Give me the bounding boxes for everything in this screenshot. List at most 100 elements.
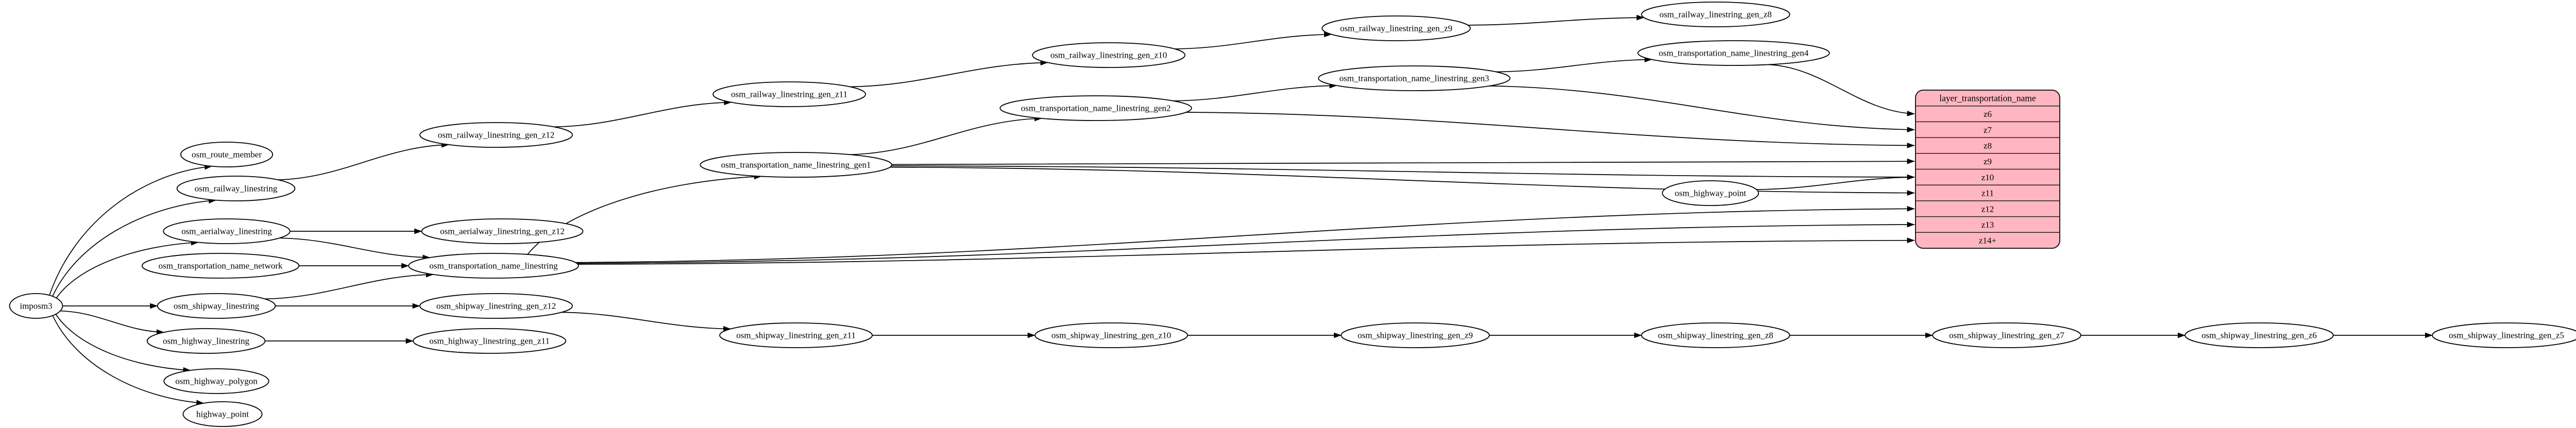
edge-osm_railway_linestring-to-osm_railway_linestring_gen_z12 xyxy=(278,142,449,181)
edge-osm_transportation_name_linestring_gen3-to-osm_transportation_name_linestring_gen4 xyxy=(1496,57,1653,73)
node-shape xyxy=(1662,180,1759,206)
edge-imposm3-to-osm_railway_linestring xyxy=(52,198,217,297)
node-label: imposm3 xyxy=(20,301,52,311)
node-label: osm_railway_linestring_gen_z10 xyxy=(1050,50,1167,60)
edge-osm_railway_linestring_gen_z10-to-osm_railway_linestring_gen_z9 xyxy=(1175,31,1332,49)
edge-osm_railway_linestring_gen_z12-to-osm_railway_linestring_gen_z11 xyxy=(554,99,732,128)
nodes-layer: imposm3 osm_route_member osm_railway_lines… xyxy=(9,2,2576,427)
node-osm_highway_linestring: osm_highway_linestring xyxy=(146,328,266,354)
edge-osm_transportation_name_linestring_gen3-to-table:z7 xyxy=(1489,85,1915,132)
node-osm_railway_linestring_gen_z11: osm_railway_linestring_gen_z11 xyxy=(713,81,866,107)
table-row-z9: z9 xyxy=(1984,157,1992,166)
table-row-z11: z11 xyxy=(1981,189,1994,198)
node-shape xyxy=(2432,322,2576,348)
table-title: layer_transportation_name xyxy=(1939,93,2036,103)
node-label: osm_shipway_linestring_gen_z8 xyxy=(1658,331,1773,340)
edge-osm_transportation_name_linestring_gen1-to-table:z9 xyxy=(891,158,1915,165)
node-osm_shipway_linestring_gen_z6: osm_shipway_linestring_gen_z6 xyxy=(2184,322,2334,348)
edge-imposm3-to-osm_highway_polygon xyxy=(55,314,191,373)
node-shape xyxy=(1321,15,1471,41)
node-osm_shipway_linestring_gen_z5: osm_shipway_linestring_gen_z5 xyxy=(2432,322,2576,348)
node-imposm3: imposm3 xyxy=(9,293,63,319)
edge-imposm3-to-osm_aerialway_linestring xyxy=(56,239,199,299)
node-label: osm_transportation_name_linestring xyxy=(429,261,558,271)
node-shape xyxy=(2184,322,2334,348)
node-label: highway_point xyxy=(196,409,249,419)
node-osm_shipway_linestring_gen_z9: osm_shipway_linestring_gen_z9 xyxy=(1341,322,1490,348)
node-highway_point: highway_point xyxy=(182,401,263,427)
node-osm_transportation_name_network: osm_transportation_name_network xyxy=(141,253,300,279)
node-label: osm_shipway_linestring_gen_z11 xyxy=(736,331,856,340)
node-shape xyxy=(1641,2,1790,27)
node-shape xyxy=(1932,322,2081,348)
node-osm_shipway_linestring_gen_z10: osm_shipway_linestring_gen_z10 xyxy=(1035,322,1188,348)
node-label: osm_aerialway_linestring xyxy=(181,227,272,236)
node-label: osm_highway_linestring_gen_z11 xyxy=(429,336,550,346)
node-label: osm_route_member xyxy=(192,150,262,160)
edge-imposm3-to-osm_route_member xyxy=(49,164,212,296)
edge-osm_transportation_name_linestring-to-table:z12 xyxy=(575,206,1915,263)
node-shape xyxy=(163,218,291,244)
node-osm_highway_polygon: osm_highway_polygon xyxy=(163,368,269,394)
node-label: osm_highway_point xyxy=(1675,189,1747,198)
node-shape xyxy=(1641,322,1790,348)
table-row-z6: z6 xyxy=(1984,109,1992,119)
node-label: osm_shipway_linestring_gen_z5 xyxy=(2449,331,2564,340)
node-label: osm_railway_linestring_gen_z9 xyxy=(1340,24,1452,33)
node-shape xyxy=(1032,42,1185,68)
edge-imposm3-to-osm_highway_linestring xyxy=(60,310,164,335)
node-osm_shipway_linestring_gen_z7: osm_shipway_linestring_gen_z7 xyxy=(1932,322,2081,348)
node-shape xyxy=(719,322,873,348)
edge-osm_highway_point-to-table:z10 xyxy=(1756,174,1915,190)
node-osm_aerialway_linestring_gen_z12: osm_aerialway_linestring_gen_z12 xyxy=(421,218,584,244)
node-osm_railway_linestring_gen_z9: osm_railway_linestring_gen_z9 xyxy=(1321,15,1471,41)
node-shape xyxy=(1035,322,1188,348)
node-label: osm_transportation_name_linestring_gen3 xyxy=(1340,74,1489,83)
edge-osm_railway_linestring_gen_z9-to-osm_railway_linestring_gen_z8 xyxy=(1468,14,1645,26)
table-row-z14+: z14+ xyxy=(1979,236,1996,246)
edge-osm_shipway_linestring_gen_z12-to-osm_shipway_linestring_gen_z11 xyxy=(561,312,731,332)
node-shape xyxy=(146,328,266,354)
node-shape xyxy=(419,122,573,148)
node-label: osm_railway_linestring_gen_z11 xyxy=(731,90,848,99)
node-osm_railway_linestring_gen_z8: osm_railway_linestring_gen_z8 xyxy=(1641,2,1790,27)
table-row-z12: z12 xyxy=(1981,204,1994,214)
edge-osm_transportation_name_linestring-to-table:z13 xyxy=(577,221,1915,264)
node-shape xyxy=(700,152,892,178)
node-shape xyxy=(413,328,566,354)
node-label: osm_shipway_linestring_gen_z7 xyxy=(1949,331,2064,340)
node-label: osm_transportation_name_linestring_gen4 xyxy=(1659,48,1809,58)
node-label: osm_shipway_linestring xyxy=(174,301,260,311)
node-label: osm_railway_linestring xyxy=(195,184,278,194)
node-shape xyxy=(713,81,866,107)
node-shape xyxy=(182,401,263,427)
table-row-z7: z7 xyxy=(1984,125,1992,135)
edge-osm_transportation_name_linestring_gen1-to-table:z10 xyxy=(891,165,1915,180)
node-shape xyxy=(419,293,573,319)
edge-osm_transportation_name_linestring_gen4-to-table:z6 xyxy=(1768,64,1915,116)
table-row-z13: z13 xyxy=(1981,220,1994,230)
node-osm_transportation_name_linestring_gen4: osm_transportation_name_linestring_gen4 xyxy=(1637,40,1830,66)
node-shape xyxy=(1318,65,1511,91)
node-shape xyxy=(141,253,300,279)
node-osm_railway_linestring_gen_z10: osm_railway_linestring_gen_z10 xyxy=(1032,42,1185,68)
node-label: osm_shipway_linestring_gen_z6 xyxy=(2201,331,2317,340)
edge-osm_transportation_name_linestring_gen2-to-osm_transportation_name_linestring_gen3 xyxy=(1173,82,1337,101)
node-osm_highway_linestring_gen_z11: osm_highway_linestring_gen_z11 xyxy=(413,328,566,354)
node-label: osm_railway_linestring_gen_z8 xyxy=(1659,10,1772,20)
edge-osm_shipway_linestring-to-osm_transportation_name_linestring xyxy=(265,271,434,300)
node-osm_transportation_name_linestring_gen2: osm_transportation_name_linestring_gen2 xyxy=(999,95,1192,121)
node-osm_shipway_linestring_gen_z11: osm_shipway_linestring_gen_z11 xyxy=(719,322,873,348)
edge-osm_aerialway_linestring-to-osm_transportation_name_linestring xyxy=(279,237,431,261)
node-label: osm_railway_linestring_gen_z12 xyxy=(438,130,555,140)
node-osm_shipway_linestring: osm_shipway_linestring xyxy=(157,293,276,319)
node-osm_aerialway_linestring: osm_aerialway_linestring xyxy=(163,218,291,244)
node-shape xyxy=(408,253,579,279)
node-shape xyxy=(163,368,269,394)
node-label: osm_highway_linestring xyxy=(163,336,250,346)
node-label: osm_transportation_name_network xyxy=(159,261,283,271)
edge-osm_railway_linestring_gen_z11-to-osm_railway_linestring_gen_z10 xyxy=(850,60,1048,88)
